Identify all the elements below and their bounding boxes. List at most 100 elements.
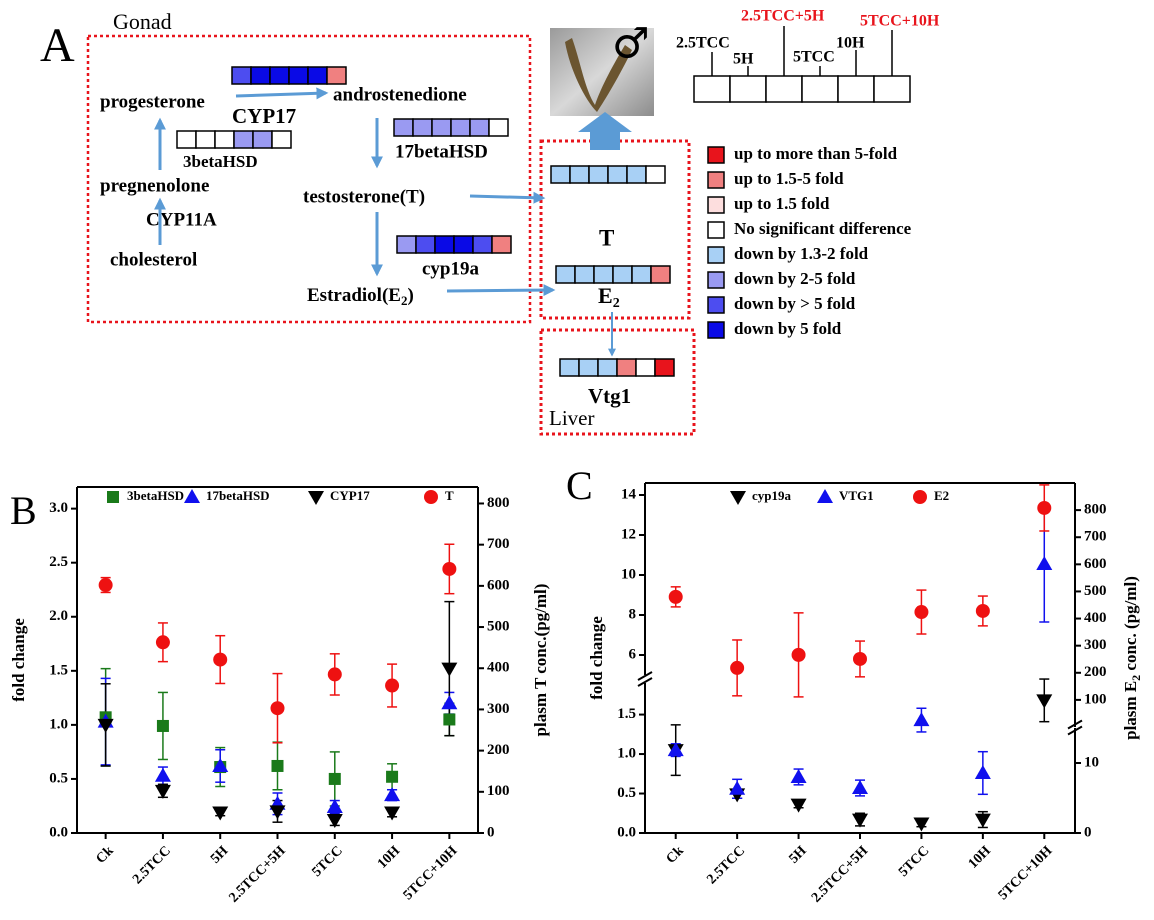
scale-label: 2.5TCC+5H [741,8,825,25]
heat-cell [271,130,292,149]
heat-cell [453,235,474,254]
scale-box [873,75,911,103]
legend-label: CYP17 [330,488,370,503]
legend-label: No significant difference [734,219,912,238]
marker [913,712,930,727]
y-axis-title: fold change [587,616,606,700]
legend-label: down by 2-5 fold [734,269,856,288]
heat-cell [396,235,417,254]
marker [327,667,342,682]
marker [154,784,171,799]
scale-box [693,75,731,103]
marker [212,757,229,772]
node-label: Estradiol(E2) [307,285,414,308]
heat-cell [415,235,436,254]
legend-label: down by 5 fold [734,319,842,338]
marker [442,561,457,576]
panel-label: A [40,19,75,72]
heat-cell [195,130,216,149]
marker [1037,500,1052,515]
heat-cell [588,165,609,184]
legend-label: VTG1 [839,488,874,503]
y-tick-label: 700 [487,536,510,552]
heat-cell [233,130,254,149]
x-tick-label: 5TCC [309,843,345,879]
x-tick-label: 5TCC+10H [401,843,461,903]
heat-cell [450,118,471,137]
y-tick-label: 500 [1084,583,1107,599]
enzyme-label: CYP17 [232,104,296,128]
marker [974,813,991,828]
y-tick-label: 1.0 [49,716,68,732]
marker [386,770,399,783]
x-tick-label: 2.5TCC [704,843,748,887]
y-tick-label: 300 [487,701,510,717]
marker [913,817,930,832]
heat-cell [612,265,633,284]
y-axis-title: fold change [9,618,28,702]
marker [154,767,171,782]
legend-swatch [707,221,725,239]
y-tick-label: 0.5 [617,785,636,801]
marker [308,491,324,505]
subscript: 2 [401,293,408,308]
marker [326,814,343,829]
marker [156,719,169,732]
y-tick-label: 700 [1084,529,1107,545]
enzyme-label: 3betaHSD [183,152,258,171]
heat-cell [214,130,235,149]
x-tick-label: 5TCC [896,843,932,879]
y-tick-label: 800 [487,495,510,511]
heat-cell [550,165,571,184]
heat-cell [472,235,493,254]
subscript: 2 [1129,675,1143,681]
heat-cell [631,265,652,284]
y-tick-label: 1.5 [49,662,68,678]
axis-break [1067,719,1083,730]
y-tick-label: 1.0 [617,745,636,761]
y2-axis-title: plasm T conc.(pg/ml) [531,584,550,737]
panel-label: C [566,463,593,508]
marker [155,635,170,650]
heat-cell [469,118,490,137]
y-tick-label: 300 [1084,637,1107,653]
y-tick-label: 12 [621,526,636,542]
enzyme-label: CYP11A [146,209,217,230]
x-tick-label: 2.5TCC+5H [809,843,871,905]
text-part: E [598,283,613,308]
heat-cell [654,358,675,377]
legend-swatch [707,321,725,339]
marker [384,806,401,821]
x-tick-label: 2.5TCC+5H [226,843,288,905]
region-label: Gonad [113,9,172,34]
y-tick-label: 400 [1084,610,1107,626]
heat-cell [176,130,197,149]
y-tick-label: 600 [487,577,510,593]
marker [107,491,119,503]
x-tick-label: 5H [208,843,231,866]
marker [729,780,746,795]
y-tick-label: 0 [1084,824,1092,840]
arrow [235,87,329,100]
marker [270,701,285,716]
legend-swatch [707,296,725,314]
x-tick-label: 5TCC+10H [996,843,1056,903]
marker [730,491,746,505]
y-tick-label: 500 [487,618,510,634]
heat-cell [307,66,328,85]
x-tick-label: 5H [786,843,809,866]
heat-cell [569,165,590,184]
marker [790,768,807,783]
legend-swatch [707,196,725,214]
heat-cell [252,130,273,149]
legend-label: cyp19a [752,488,792,503]
y-tick-label: 200 [1084,664,1107,680]
heat-cell [250,66,271,85]
legend-label: E2 [934,488,949,503]
y-tick-label: 600 [1084,556,1107,572]
marker [441,662,458,677]
marker [184,489,200,503]
heat-cell [326,66,347,85]
heat-cell [231,66,252,85]
heat-cell [578,358,599,377]
